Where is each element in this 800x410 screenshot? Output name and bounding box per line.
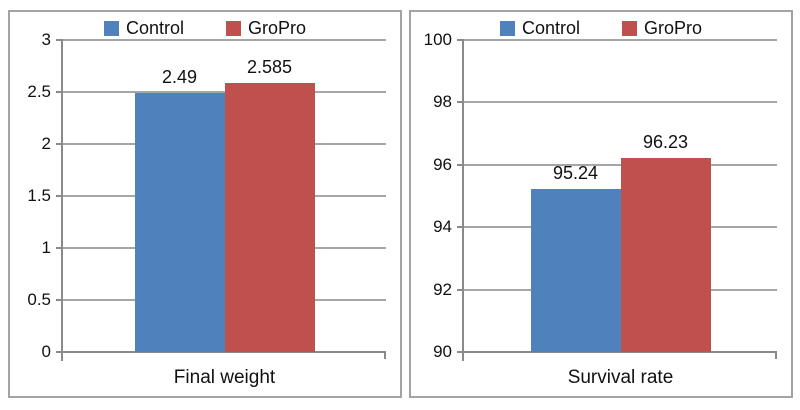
y-tick-label: 0 — [41, 342, 51, 361]
legend-item-control: Control — [103, 17, 184, 39]
legend: Control GroPro — [10, 15, 400, 41]
gridline — [464, 39, 777, 41]
y-tick-label: 1.5 — [27, 186, 51, 205]
bar-value-label: 96.23 — [642, 131, 689, 152]
category-axis-label: Survival rate — [567, 367, 674, 388]
y-tick-label: 2.5 — [27, 82, 51, 101]
bar-gropro — [224, 83, 315, 352]
y-axis-line — [61, 39, 63, 361]
y-tick-label: 94 — [433, 217, 452, 237]
y-axis-tick — [457, 288, 464, 291]
legend-label: Control — [521, 17, 580, 38]
x-axis-end-tick — [384, 352, 386, 359]
chart-panel-final-weight: Control GroPro 3 2.5 2 1.5 1 0.5 0 2.49 2.585 Final… — [8, 10, 402, 398]
bar-control — [134, 93, 225, 352]
bar-value-label: 2.585 — [246, 57, 293, 78]
y-axis-tick — [56, 91, 63, 93]
bar-value-label: 2.49 — [161, 67, 198, 88]
y-tick-label: 96 — [433, 154, 452, 174]
legend-swatch-control-icon — [103, 20, 119, 36]
y-axis-tick — [56, 299, 63, 301]
legend-label: Control — [125, 17, 184, 38]
y-axis-tick — [457, 101, 464, 104]
y-tick-label: 98 — [433, 92, 452, 112]
y-tick-label: 90 — [433, 342, 452, 361]
y-tick-label: 2 — [41, 134, 51, 153]
y-axis-tick — [56, 39, 63, 41]
y-tick-label: 1 — [41, 238, 51, 257]
legend-item-control: Control — [499, 17, 580, 39]
legend: Control GroPro — [411, 15, 791, 41]
y-axis-tick — [56, 195, 63, 197]
bar-value-label: 95.24 — [552, 162, 599, 183]
x-axis-baseline — [464, 351, 777, 353]
bar-gropro — [620, 157, 711, 352]
y-tick-label: 92 — [433, 279, 452, 299]
y-axis-tick — [457, 39, 464, 41]
y-axis-line — [462, 39, 464, 361]
y-axis-tick — [457, 163, 464, 166]
y-axis-tick — [56, 247, 63, 249]
y-tick-label: 0.5 — [27, 290, 51, 309]
legend-item-gropro: GroPro — [226, 18, 306, 39]
category-axis-label: Final weight — [173, 367, 276, 388]
x-axis-baseline — [63, 351, 386, 353]
y-axis-tick — [56, 143, 63, 145]
legend-swatch-gropro-icon — [622, 20, 637, 36]
chart-panel-survival-rate: Control GroPro 100 98 96 94 92 90 95.24 96.23 Surv… — [409, 10, 793, 398]
gridline — [464, 101, 777, 104]
legend-swatch-control-icon — [499, 20, 515, 36]
y-axis-tick — [56, 351, 63, 353]
y-axis-tick — [457, 226, 464, 229]
legend-swatch-gropro-icon — [226, 20, 241, 36]
legend-item-gropro: GroPro — [622, 18, 702, 39]
bar-control — [530, 188, 621, 352]
y-axis-tick — [457, 351, 464, 353]
legend-label: GroPro — [248, 17, 307, 38]
y-tick-label: 100 — [423, 30, 452, 49]
y-tick-label: 3 — [41, 30, 51, 49]
legend-label: GroPro — [644, 17, 703, 38]
gridline — [63, 39, 386, 41]
x-axis-end-tick — [775, 352, 777, 359]
